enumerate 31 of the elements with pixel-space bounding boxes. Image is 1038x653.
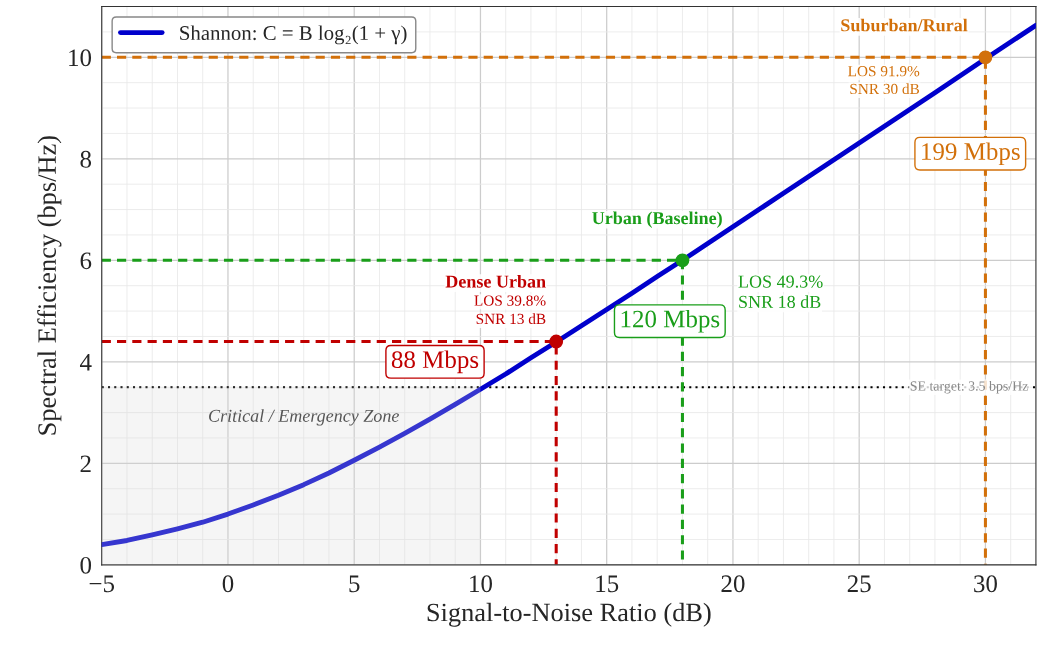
x-tick-label: 0	[222, 575, 234, 593]
annotation: Suburban/Rural	[841, 18, 968, 32]
x-tick-label: 20	[721, 575, 745, 593]
y-tick-label: 6	[80, 252, 92, 270]
y-tick-label: 4	[79, 354, 92, 371]
annotation: 88 Mbps	[391, 350, 479, 374]
x-axis-title: Signal-to-Noise Ratio (dB)	[427, 602, 711, 627]
x-tick-label: −5	[89, 575, 115, 593]
annotation: LOS 49.3%	[738, 275, 823, 288]
annotation: SNR 13 dB	[476, 313, 546, 325]
x-tick-label: 10	[470, 575, 492, 593]
band-label: Critical / Emergency Zone	[209, 409, 399, 426]
annotation: SNR 30 dB	[850, 83, 920, 95]
legend-label: Shannon: C = B log₂(1 + γ)	[180, 25, 407, 45]
annotation: Dense Urban	[445, 274, 546, 288]
y-tick-label: 0	[80, 556, 92, 574]
x-tick-label: 30	[974, 575, 997, 593]
annotation: 199 Mbps	[922, 142, 1020, 166]
x-tick-label: 15	[596, 575, 619, 593]
x-tick-label: 25	[847, 575, 871, 593]
y-tick-label: 8	[80, 150, 92, 168]
annotation: SNR 18 dB	[739, 295, 821, 308]
ref-line-label: SE target: 3.5 bps/Hz	[910, 380, 1028, 394]
annotation: 120 Mbps	[621, 309, 720, 333]
annotation: LOS 91.9%	[848, 66, 920, 77]
annotation: LOS 39.8%	[474, 295, 546, 306]
y-tick-label: 10	[69, 49, 92, 67]
y-axis-title: Spectral Efficiency (bps/Hz)	[37, 136, 62, 435]
y-tick-label: 2	[80, 455, 91, 473]
annotation: Urban (Baseline)	[592, 211, 722, 228]
x-tick-label: 5	[349, 575, 360, 593]
